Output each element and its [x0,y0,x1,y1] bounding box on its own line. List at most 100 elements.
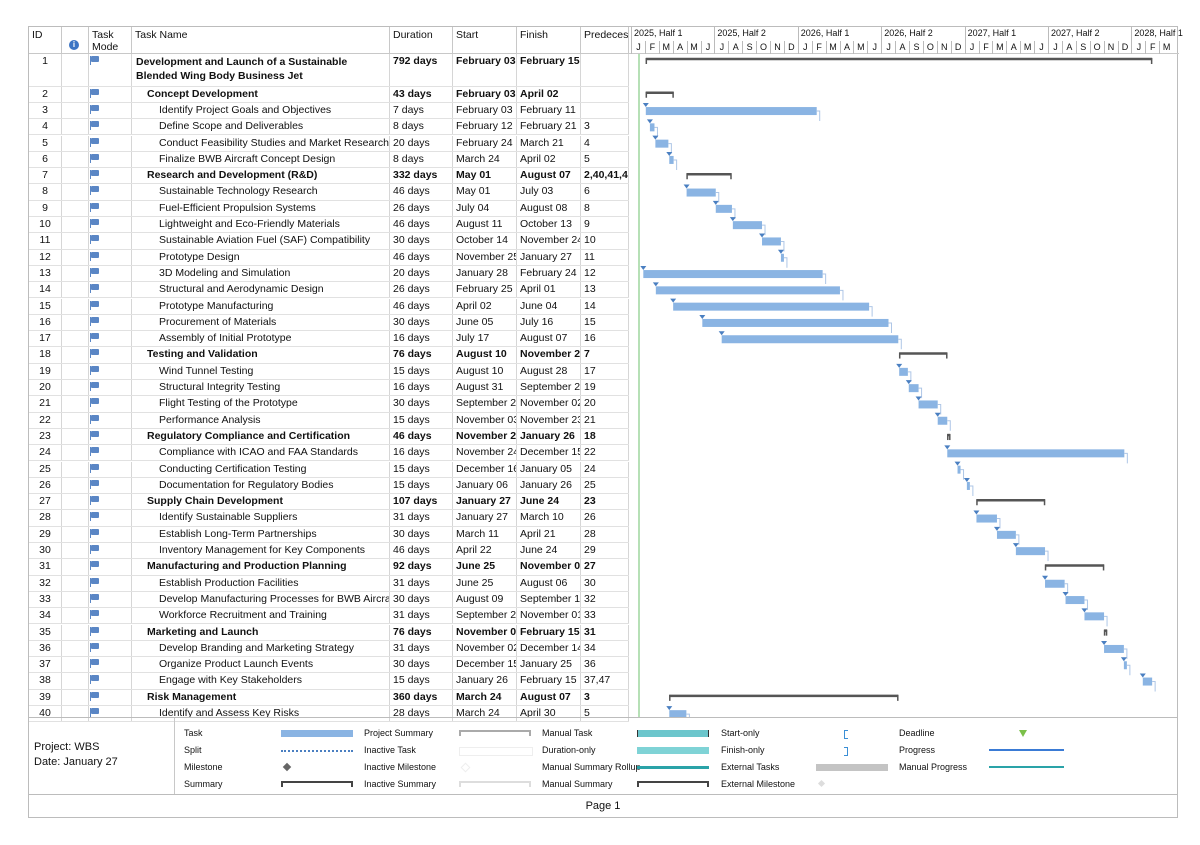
task-predecessors[interactable]: 5 [581,706,629,722]
task-mode[interactable] [89,135,132,151]
task-predecessors[interactable]: 6 [581,184,629,200]
task-predecessors[interactable]: 34 [581,640,629,657]
task-name[interactable]: Conducting Certification Testing [132,461,390,477]
task-name[interactable]: Inventory Management for Key Components [132,543,390,559]
task-name[interactable]: Risk Management [132,689,390,705]
task-mode[interactable] [89,168,132,184]
task-mode[interactable] [89,151,132,168]
task-predecessors[interactable]: 8 [581,200,629,216]
task-start[interactable]: September 20 [453,608,517,624]
table-row[interactable]: 23 Regulatory Compliance and Certificatio… [29,428,629,446]
task-predecessors[interactable]: 28 [581,526,629,542]
task-name[interactable]: Establish Long-Term Partnerships [132,526,390,542]
task-start[interactable]: January 27 [453,494,517,510]
task-finish[interactable]: February 21 [517,119,581,135]
task-duration[interactable]: 15 days [390,477,453,494]
task-finish[interactable]: December 15 [517,445,581,461]
task-finish[interactable]: January 26 [517,428,581,445]
task-start[interactable]: May 01 [453,184,517,200]
task-duration[interactable]: 20 days [390,135,453,151]
task-name[interactable]: Organize Product Launch Events [132,657,390,673]
task-duration[interactable]: 76 days [390,624,453,640]
table-row[interactable]: 33 Develop Manufacturing Processes for BW… [29,591,629,609]
task-mode[interactable] [89,428,132,445]
task-finish[interactable]: July 16 [517,314,581,331]
task-name[interactable]: Documentation for Regulatory Bodies [132,477,390,494]
task-mode[interactable] [89,380,132,396]
task-mode[interactable] [89,477,132,494]
task-name[interactable]: Identify Project Goals and Objectives [132,102,390,119]
task-predecessors[interactable]: 36 [581,657,629,673]
task-predecessors[interactable]: 3 [581,689,629,705]
task-finish[interactable]: February 11 [517,102,581,119]
task-finish[interactable]: August 06 [517,575,581,591]
task-mode[interactable] [89,624,132,640]
task-start[interactable]: July 04 [453,200,517,216]
task-mode[interactable] [89,461,132,477]
table-row[interactable]: 30 Inventory Management for Key Component… [29,543,629,560]
task-duration[interactable]: 360 days [390,689,453,705]
task-start[interactable]: December 15 [453,657,517,673]
table-row[interactable]: 25 Conducting Certification Testing 15 day… [29,461,629,478]
task-name[interactable]: Procurement of Materials [132,314,390,331]
table-row[interactable]: 40 Identify and Assess Key Risks 28 days Ma… [29,706,629,723]
table-row[interactable]: 3 Identify Project Goals and Objectives 7 … [29,102,629,120]
column-header-predecessors[interactable]: Predecesso [581,27,629,54]
task-duration[interactable]: 16 days [390,445,453,461]
column-header-task-mode[interactable]: Task Mode [89,27,132,54]
task-duration[interactable]: 46 days [390,543,453,559]
table-row[interactable]: 18 Testing and Validation 76 days August 10… [29,347,629,364]
task-duration[interactable]: 31 days [390,608,453,624]
task-name[interactable]: Structural and Aerodynamic Design [132,282,390,298]
task-predecessors[interactable]: 12 [581,265,629,282]
task-finish[interactable]: January 05 [517,461,581,477]
task-duration[interactable]: 15 days [390,412,453,428]
task-duration[interactable]: 31 days [390,640,453,657]
task-mode[interactable] [89,233,132,249]
task-duration[interactable]: 15 days [390,461,453,477]
task-start[interactable]: August 10 [453,347,517,363]
task-start[interactable]: October 14 [453,233,517,249]
task-mode[interactable] [89,591,132,608]
task-name[interactable]: Assembly of Initial Prototype [132,331,390,347]
table-row[interactable]: 19 Wind Tunnel Testing 15 days August 10 Aug… [29,363,629,380]
task-mode[interactable] [89,298,132,314]
task-duration[interactable]: 46 days [390,249,453,265]
task-start[interactable]: March 24 [453,689,517,705]
table-row[interactable]: 1 Development and Launch of a Sustainable… [29,54,629,87]
task-start[interactable]: August 09 [453,591,517,608]
task-start[interactable]: February 03 [453,102,517,119]
task-finish[interactable]: December 14 [517,640,581,657]
task-duration[interactable]: 792 days [390,54,453,86]
task-mode[interactable] [89,575,132,591]
task-name[interactable]: Identify Sustainable Suppliers [132,510,390,526]
task-mode[interactable] [89,282,132,298]
column-header-id[interactable]: ID [29,27,62,54]
task-name[interactable]: Manufacturing and Production Planning [132,559,390,575]
task-name[interactable]: Prototype Design [132,249,390,265]
task-predecessors[interactable]: 31 [581,624,629,640]
task-name[interactable]: Concept Development [132,86,390,102]
task-start[interactable]: August 11 [453,217,517,233]
task-duration[interactable]: 20 days [390,265,453,282]
task-name[interactable]: Identify and Assess Key Risks [132,706,390,722]
table-row[interactable]: 7 Research and Development (R&D) 332 days M… [29,168,629,185]
task-name[interactable]: 3D Modeling and Simulation [132,265,390,282]
task-duration[interactable]: 92 days [390,559,453,575]
task-start[interactable]: June 25 [453,559,517,575]
task-mode[interactable] [89,119,132,135]
table-row[interactable]: 20 Structural Integrity Testing 16 days Aug… [29,380,629,397]
table-row[interactable]: 15 Prototype Manufacturing 46 days April 02… [29,298,629,315]
task-predecessors[interactable] [581,54,629,86]
task-predecessors[interactable]: 15 [581,314,629,331]
task-duration[interactable]: 30 days [390,233,453,249]
task-mode[interactable] [89,510,132,526]
task-mode[interactable] [89,331,132,347]
task-duration[interactable]: 15 days [390,673,453,689]
task-finish[interactable]: November 01 [517,608,581,624]
task-name[interactable]: Research and Development (R&D) [132,168,390,184]
task-start[interactable]: November 03 [453,412,517,428]
task-start[interactable]: May 01 [453,168,517,184]
table-row[interactable]: 2 Concept Development 43 days February 03 Ap… [29,86,629,103]
task-predecessors[interactable]: 33 [581,608,629,624]
